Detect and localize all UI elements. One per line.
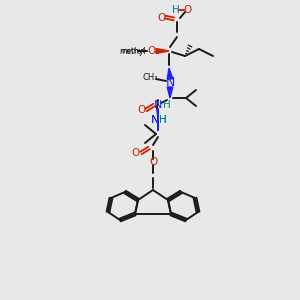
Text: O: O [132, 148, 140, 158]
Text: H: H [159, 115, 167, 125]
Text: O: O [137, 105, 145, 115]
Text: H: H [172, 5, 180, 15]
Polygon shape [156, 49, 169, 53]
Text: H: H [163, 100, 171, 110]
Text: CH₃: CH₃ [142, 74, 158, 82]
Text: O: O [184, 5, 192, 15]
Polygon shape [167, 87, 173, 98]
Text: O: O [149, 157, 157, 167]
Text: methyl: methyl [121, 48, 145, 54]
Text: O: O [148, 46, 156, 56]
Text: N: N [154, 100, 162, 110]
Text: N: N [151, 115, 159, 125]
Text: methyl: methyl [120, 46, 146, 56]
Text: O: O [157, 13, 165, 23]
Polygon shape [167, 68, 173, 79]
Text: N: N [165, 76, 175, 89]
Text: H: H [159, 115, 167, 125]
Text: N: N [151, 115, 159, 125]
